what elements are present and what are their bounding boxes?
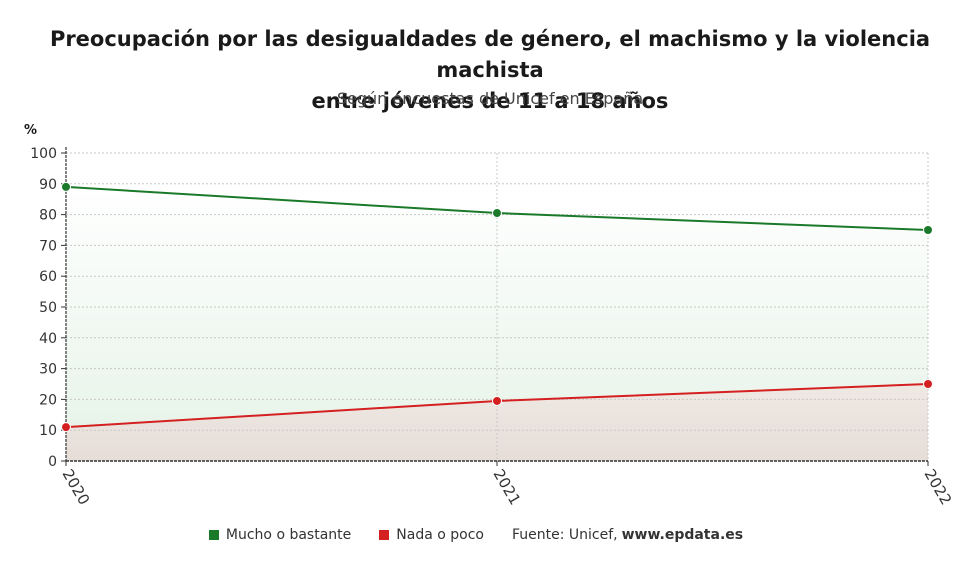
chart-title-line-2: entre jóvenes de 11 a 18 años (311, 89, 669, 113)
line-chart: 0 10 20 30 40 50 60 70 80 90 100% 2020 2021 2022 (24, 123, 956, 508)
y-axis-label: % (24, 123, 37, 138)
legend: Mucho o bastante Nada o poco Fuente: Uni… (0, 527, 980, 543)
legend-swatch-mucho (208, 530, 219, 540)
chart-subtitle: Según encuestas de Unicef en España (336, 89, 644, 108)
y-tick-label: 0 (48, 454, 57, 470)
legend-label-nada: Nada o poco (396, 527, 484, 543)
legend-item-mucho: Mucho o bastante (208, 527, 352, 543)
legend-label-mucho: Mucho o bastante (225, 527, 352, 543)
y-tick-label: 10 (39, 423, 57, 439)
data-point-mucho (61, 181, 71, 192)
data-point-nada (61, 422, 71, 433)
y-tick-label: 100 (30, 146, 57, 162)
x-tick-label: 2021 (490, 466, 525, 508)
y-tick-label: 90 (39, 177, 57, 193)
y-tick-label: 70 (39, 238, 57, 254)
data-point-mucho (492, 208, 502, 219)
data-point-nada (923, 379, 933, 389)
legend-item-nada: Nada o poco (379, 527, 484, 543)
data-point-mucho (923, 225, 933, 235)
y-tick-label: 50 (39, 300, 57, 316)
y-tick-label: 80 (39, 208, 57, 224)
data-point-nada (492, 395, 502, 406)
legend-swatch-nada (379, 530, 390, 540)
source-label: Fuente: Unicef, (511, 527, 618, 543)
y-tick-label: 20 (39, 392, 57, 408)
x-tick-label: 2022 (921, 466, 956, 508)
y-tick-label: 30 (39, 362, 57, 378)
source-site-link[interactable]: www.epdata.es (621, 527, 744, 543)
source-credit: Fuente: Unicef, www.epdata.es (512, 527, 743, 543)
x-tick-label: 2020 (59, 466, 94, 508)
chart-title-line-1: Preocupación por las desigualdades de gé… (49, 27, 931, 82)
y-tick-label: 60 (39, 269, 57, 285)
y-tick-label: 40 (39, 331, 57, 347)
chart-title: Preocupación por las desigualdades de gé… (0, 24, 980, 117)
